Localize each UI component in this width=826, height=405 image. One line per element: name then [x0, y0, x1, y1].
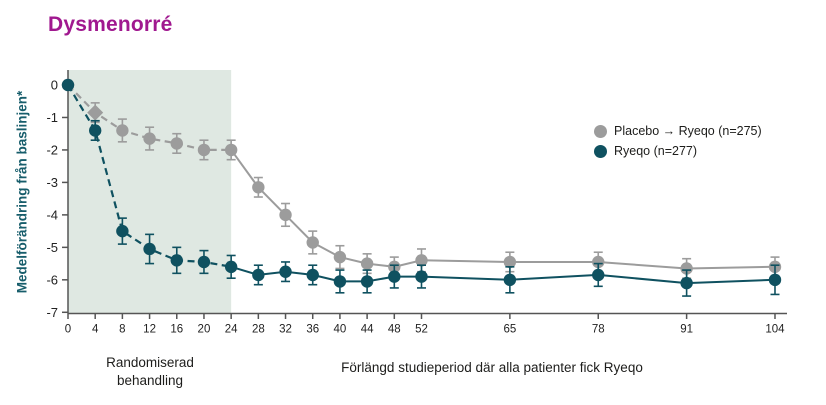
y-tick-label: -2 — [46, 142, 58, 157]
x-tick-label: 40 — [334, 324, 347, 336]
x-tick-label: 91 — [680, 324, 693, 336]
x-tick-label: 16 — [170, 324, 183, 336]
chart-title: Dysmenorré — [48, 13, 173, 36]
y-tick-label: -7 — [46, 305, 58, 320]
data-point — [503, 273, 517, 287]
legend-marker-ryeqo-icon — [594, 144, 607, 158]
series-line-solid — [230, 149, 776, 270]
x-tick-label: 36 — [306, 324, 319, 336]
data-point — [252, 268, 265, 282]
x-tick-label: 65 — [503, 324, 516, 336]
randomized-period-label-line2: behandling — [116, 372, 184, 388]
legend-label-placebo: Placebo → Ryeqo (n=275) — [614, 124, 762, 138]
y-tick-label: -6 — [46, 272, 58, 287]
data-point — [592, 255, 605, 269]
data-point — [116, 224, 129, 238]
data-point — [279, 208, 292, 222]
randomized-period-label: Randomiserad behandling — [106, 354, 194, 389]
data-point — [61, 78, 75, 92]
data-point — [197, 255, 211, 269]
x-tick-label: 48 — [388, 324, 401, 336]
legend-label-ryeqo: Ryeqo (n=277) — [614, 144, 698, 158]
data-point — [503, 255, 517, 269]
data-point — [360, 275, 374, 288]
legend-marker-placebo-icon — [594, 124, 607, 138]
data-point — [680, 276, 693, 290]
data-point — [592, 268, 605, 282]
data-point — [88, 124, 102, 137]
y-tick-label: -4 — [46, 207, 58, 222]
y-tick-label: -1 — [46, 110, 58, 125]
x-tick-label: 104 — [765, 324, 785, 336]
y-tick-label: -5 — [46, 240, 58, 255]
data-point — [279, 265, 292, 278]
x-tick-label: 0 — [65, 324, 71, 336]
data-point — [143, 242, 156, 256]
data-point — [170, 254, 183, 267]
x-tick-label: 78 — [592, 324, 605, 336]
legend-item-placebo: Placebo → Ryeqo (n=275) — [594, 124, 762, 138]
data-point — [306, 268, 319, 282]
data-point — [680, 262, 693, 275]
data-point — [224, 143, 238, 157]
data-point — [116, 124, 129, 137]
legend-item-ryeqo: Ryeqo (n=277) — [594, 144, 762, 158]
data-point — [333, 250, 347, 264]
data-point — [143, 132, 156, 145]
randomized-period-shading — [68, 70, 232, 314]
data-point — [415, 254, 428, 267]
data-point — [224, 260, 238, 274]
x-tick-label: 20 — [198, 324, 211, 336]
x-tick-label: 24 — [225, 324, 238, 336]
randomized-period-label-line1: Randomiserad — [106, 355, 194, 370]
data-point — [306, 236, 319, 249]
x-tick-label: 44 — [361, 324, 374, 336]
data-point-diamond — [87, 104, 104, 121]
data-point — [360, 257, 374, 270]
extension-period-label: Förlängd studieperiod där alla patienter… — [341, 360, 643, 375]
data-point — [388, 270, 401, 283]
y-tick-label: -3 — [46, 175, 58, 190]
x-tick-label: 32 — [279, 324, 292, 336]
data-point — [252, 181, 265, 194]
x-tick-label: 12 — [143, 324, 156, 336]
data-point — [415, 270, 428, 283]
x-tick-label: 28 — [252, 324, 265, 336]
x-tick-label: 52 — [415, 324, 428, 336]
data-point — [170, 137, 183, 150]
x-tick-label: 8 — [119, 324, 125, 336]
data-point — [197, 143, 211, 157]
x-tick-label: 4 — [92, 324, 99, 336]
data-point — [768, 273, 782, 287]
legend: Placebo → Ryeqo (n=275) Ryeqo (n=277) — [594, 124, 762, 164]
data-point — [333, 275, 347, 288]
y-tick-label: 0 — [51, 78, 58, 93]
